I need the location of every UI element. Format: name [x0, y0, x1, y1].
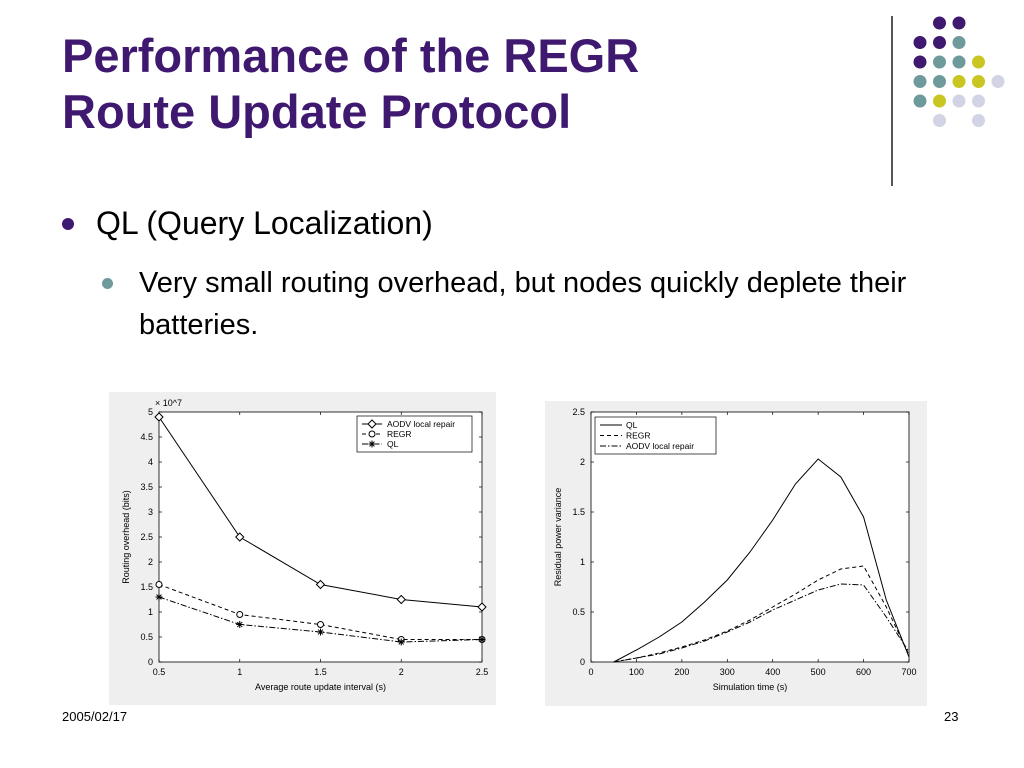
slide-title: Performance of the REGR Route Update Pro… — [62, 28, 862, 140]
decorative-dot — [913, 55, 927, 69]
residual-power-chart: 0 100 200 300 400 500 600 700 0 0.5 1 1.5 2 2.5 Simula… — [545, 401, 927, 706]
x-tick-label: 0.5 — [153, 667, 166, 677]
y-tick-label: 2.5 — [572, 407, 585, 417]
decorative-dot — [933, 94, 946, 108]
y-multiplier-label: × 10^7 — [155, 398, 182, 408]
series-line — [613, 583, 910, 663]
legend-label: REGR — [387, 429, 412, 439]
data-point-diamond — [477, 602, 487, 612]
page-number: 23 — [944, 709, 959, 724]
y-tick-label: 0 — [580, 657, 585, 667]
x-tick-label: 300 — [720, 667, 735, 677]
decorative-dot — [952, 75, 966, 88]
x-tick-label: 100 — [629, 667, 644, 677]
data-point-diamond — [154, 412, 164, 422]
routing-overhead-chart-svg: 0.5 1 1.5 2 2.500.511.522.533.544.55Average … — [121, 398, 489, 692]
y-axis-label: Routing overhead (bits) — [121, 490, 131, 584]
data-point-circle — [236, 611, 244, 618]
residual-power-chart-svg: 0 100 200 300 400 500 600 700 0 0.5 1 1.5 2 2.5 Simula… — [553, 407, 917, 692]
y-tick-label: 3 — [148, 507, 153, 517]
y-tick-label: 4.5 — [140, 432, 153, 442]
y-tick-label: 1 — [580, 557, 585, 567]
bullet-level-2: Very small routing overhead, but nodes q… — [102, 262, 922, 346]
legend-label: AODV local repair — [387, 419, 455, 429]
decorative-dot-grid — [913, 16, 1005, 127]
data-point-star — [478, 636, 486, 643]
x-tick-label: 1.5 — [314, 667, 327, 677]
y-tick-label: 1.5 — [140, 582, 153, 592]
decorative-dot — [972, 75, 985, 88]
decorative-dot — [933, 36, 946, 49]
data-point-star — [397, 638, 405, 646]
decorative-dot — [991, 75, 1005, 88]
x-tick-label: 1 — [237, 667, 242, 677]
y-tick-label: 0 — [148, 657, 153, 667]
decorative-dot — [972, 114, 985, 127]
data-point-circle — [368, 430, 376, 438]
data-point-circle — [317, 621, 324, 628]
routing-overhead-chart: 0.5 1 1.5 2 2.5 0 0.5 1 1.5 2 2.5 3 3.5 4 4.5 5 Average … — [109, 392, 496, 705]
decorative-dot — [952, 36, 966, 49]
data-point-star — [368, 440, 376, 448]
x-tick-label: 0 — [588, 667, 593, 677]
data-point-diamond — [367, 419, 377, 429]
decorative-dot — [933, 16, 946, 30]
title-line-1: Performance of the REGR — [62, 29, 640, 82]
series-line — [613, 458, 910, 663]
decorative-dot — [972, 94, 985, 108]
data-point-diamond — [235, 532, 245, 542]
sub-bullet-dot-icon — [102, 278, 113, 289]
y-tick-label: 2.5 — [140, 532, 153, 542]
x-axis-label: Average route update interval (s) — [255, 682, 386, 692]
bullet-dot-icon — [62, 217, 74, 230]
y-tick-label: 2 — [580, 457, 585, 467]
data-point-star — [236, 621, 244, 628]
legend-label: QL — [387, 439, 399, 449]
title-line-2: Route Update Protocol — [62, 85, 572, 138]
bullet-2-text: Very small routing overhead, but nodes q… — [139, 267, 907, 341]
y-tick-label: 3.5 — [140, 482, 153, 492]
series-line — [613, 565, 910, 663]
y-tick-label: 0.5 — [572, 607, 585, 617]
decorative-dot — [952, 16, 966, 30]
decorative-dot — [952, 55, 966, 69]
decorative-dot — [972, 55, 985, 69]
x-tick-label: 600 — [856, 667, 871, 677]
plot-area — [158, 411, 483, 663]
y-tick-label: 4 — [148, 457, 153, 467]
x-axis-label: Simulation time (s) — [713, 682, 788, 692]
data-point-diamond — [315, 579, 326, 590]
decorative-dot — [933, 75, 946, 88]
data-point-diamond — [396, 594, 406, 605]
legend-label: AODV local repair — [626, 441, 694, 451]
data-point-circle — [155, 581, 163, 588]
series-line — [158, 584, 482, 640]
data-point-star — [155, 593, 163, 601]
x-tick-label: 500 — [811, 667, 826, 677]
y-tick-label: 1.5 — [572, 507, 585, 517]
x-tick-label: 200 — [674, 667, 689, 677]
x-tick-label: 700 — [901, 667, 916, 677]
y-tick-label: 5 — [148, 407, 153, 417]
legend-label: QL — [626, 420, 638, 430]
data-point-star — [317, 628, 324, 636]
y-tick-label: 0.5 — [140, 632, 153, 642]
decorative-dot — [913, 75, 927, 88]
x-tick-label: 2 — [399, 667, 404, 677]
y-tick-label: 1 — [148, 607, 153, 617]
y-tick-label: 2 — [148, 557, 153, 567]
decorative-dot — [933, 55, 946, 69]
bullet-level-1: QL (Query Localization) — [62, 205, 433, 242]
title-divider — [891, 16, 893, 186]
legend-label: REGR — [626, 431, 651, 441]
bullet-1-text: QL (Query Localization) — [96, 205, 433, 241]
x-tick-label: 2.5 — [476, 667, 489, 677]
decorative-dot — [913, 94, 927, 108]
x-tick-label: 400 — [765, 667, 780, 677]
decorative-dot — [913, 36, 927, 49]
footer-date: 2005/02/17 — [62, 709, 128, 724]
decorative-dot — [933, 114, 946, 127]
y-axis-label: Residual power variance — [553, 488, 563, 587]
decorative-dot — [952, 94, 966, 108]
